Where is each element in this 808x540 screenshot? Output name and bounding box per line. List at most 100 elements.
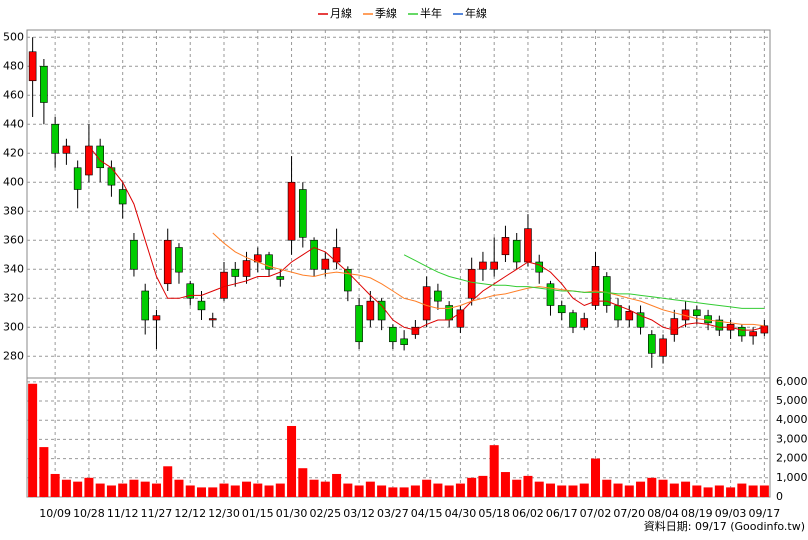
x-tick-label: 10/28 [73, 507, 105, 520]
candle-body [467, 268, 476, 299]
y2-tick-label: 4,000 [776, 413, 808, 426]
x-tick-label: 09/17 [749, 507, 781, 520]
candle-body [73, 167, 82, 190]
candle-body [602, 276, 611, 306]
volume-bar [275, 483, 285, 497]
candle-body [749, 331, 757, 337]
volume-bar [444, 485, 454, 497]
candle-body [40, 65, 48, 103]
volume-bar [579, 483, 589, 497]
volume-bar [140, 481, 150, 497]
candle-body [186, 283, 195, 299]
volume-bar [613, 483, 623, 497]
candle-body [62, 145, 71, 154]
candle-body [287, 181, 296, 241]
volume-bar [534, 481, 544, 497]
volume-bar [478, 475, 488, 497]
y2-tick-label: 2,000 [776, 452, 808, 465]
candle-body [163, 239, 172, 285]
volume-bar [106, 485, 116, 497]
y-tick-label: 380 [3, 204, 24, 217]
x-tick-label: 04/30 [445, 507, 477, 520]
candle-body [152, 315, 161, 321]
volume-bar [422, 479, 432, 497]
y-tick-label: 320 [3, 291, 24, 304]
y-tick-label: 440 [3, 117, 24, 130]
candle-body [614, 305, 622, 321]
volume-bar [196, 487, 206, 497]
y2-tick-label: 5,000 [776, 394, 808, 407]
candle-body [411, 326, 420, 335]
volume-bar [647, 477, 657, 497]
legend-label: 季線 [375, 6, 397, 20]
volume-bar [365, 481, 375, 497]
volume-bar [410, 485, 420, 497]
volume-bar [73, 481, 83, 497]
candle-body [208, 318, 217, 321]
volume-bar [174, 479, 184, 497]
volume-bar [264, 485, 274, 497]
x-tick-label: 07/20 [613, 507, 645, 520]
y2-tick-label: 1,000 [776, 471, 808, 484]
candle-body [276, 276, 285, 280]
x-tick-label: 08/04 [647, 507, 679, 520]
volume-bar [433, 483, 443, 497]
volume-bar [163, 466, 173, 497]
y-tick-label: 460 [3, 88, 24, 101]
candle-body [479, 261, 487, 270]
candle-body [715, 319, 724, 331]
candle-body [96, 145, 104, 169]
x-tick-label: 06/02 [512, 507, 544, 520]
candle-body [175, 247, 183, 273]
candle-body [456, 309, 465, 328]
x-tick-label: 12/12 [174, 507, 206, 520]
volume-bar [287, 425, 297, 497]
candle-body [321, 258, 330, 270]
candle-body [636, 312, 645, 328]
candle-body [265, 254, 273, 270]
volume-bar [748, 485, 758, 497]
candle-body [220, 271, 228, 299]
candle-body [760, 325, 769, 334]
volume-bar [309, 479, 319, 497]
legend-label: 年線 [465, 6, 487, 20]
ma-line [88, 145, 765, 331]
y2-tick-label: 0 [776, 490, 783, 503]
candle-body [231, 268, 240, 277]
volume-bar [242, 481, 252, 497]
volume-bar [669, 483, 679, 497]
x-tick-label: 03/12 [343, 507, 375, 520]
candle-body [738, 326, 746, 337]
candle-body [377, 300, 386, 321]
candle-body [366, 300, 375, 321]
candle-body [659, 338, 667, 357]
volume-bar [332, 473, 342, 497]
x-tick-label: 07/02 [580, 507, 612, 520]
candle-body [434, 290, 442, 302]
candle-body [355, 305, 363, 343]
y-tick-label: 480 [3, 59, 24, 72]
candle-body [580, 318, 589, 328]
volume-bar [50, 473, 60, 497]
candle-body [400, 338, 408, 345]
candle-body [85, 145, 93, 176]
volume-bar [714, 485, 724, 497]
candle-body [670, 318, 679, 335]
x-tick-label: 04/15 [411, 507, 443, 520]
candle-body [141, 290, 150, 321]
candle-body [647, 334, 656, 354]
candle-body [51, 123, 59, 154]
candle-body [591, 266, 600, 306]
candle-body [118, 189, 127, 205]
volume-bar [320, 481, 330, 497]
volume-bar [118, 483, 128, 497]
y-tick-label: 420 [3, 146, 24, 159]
x-tick-label: 08/19 [681, 507, 713, 520]
volume-bar [467, 477, 477, 497]
volume-bar [230, 485, 240, 497]
volume-bar [523, 475, 533, 497]
candle-body [130, 239, 138, 270]
x-tick-label: 10/09 [39, 507, 71, 520]
volume-bar [624, 485, 634, 497]
